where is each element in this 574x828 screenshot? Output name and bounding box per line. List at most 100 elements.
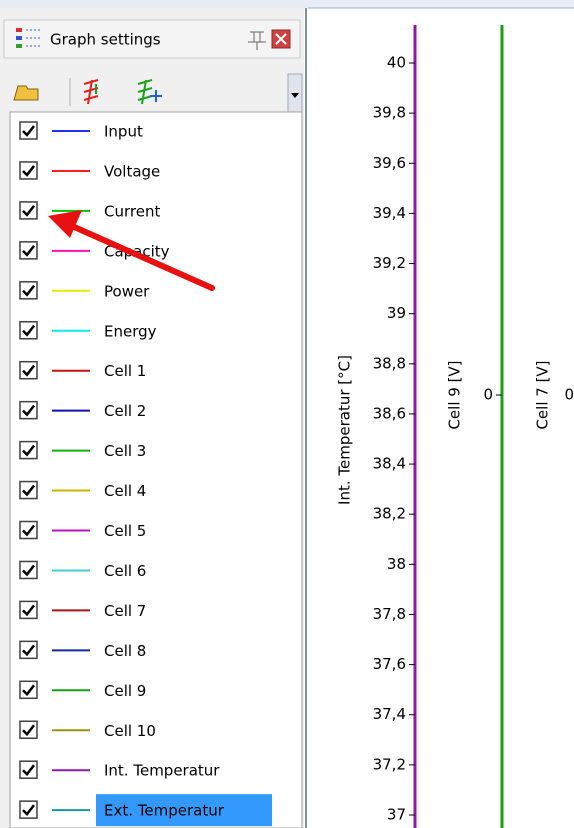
checkmark [22,444,35,457]
series-name: Cell 4 [104,482,146,500]
edit-series-button[interactable] [137,79,162,105]
toolbar-dropdown[interactable] [287,73,303,113]
series-row[interactable]: Cell 1 [19,360,146,381]
series-name: Cell 3 [104,442,146,460]
tick-label: 39,8 [373,104,406,122]
series-name: Current [104,202,160,220]
tick-label: 38 [387,555,406,573]
series-name: Cell 8 [104,642,146,660]
checkbox[interactable] [19,440,38,460]
tick-label: 37,4 [373,705,406,723]
pin-button[interactable] [248,31,266,50]
axis-title: Cell 9 [V] [446,360,464,429]
series-row[interactable]: Ext. Temperatur [19,794,272,827]
add-series-button[interactable] [83,79,99,105]
checkbox[interactable] [19,360,38,380]
tick-label: 37,2 [373,755,406,773]
axis-title: Int. Temperatur [°C] [336,355,354,505]
checkbox[interactable] [19,480,38,500]
checkmark [22,684,35,697]
checkmark [22,125,35,137]
series-row[interactable]: Energy [19,321,157,341]
checkbox[interactable] [19,400,38,420]
tick-label: 39,4 [373,204,406,222]
checkmark [22,484,35,497]
series-row[interactable]: Power [19,281,150,301]
tick-label: 39,2 [373,254,406,272]
series-row[interactable]: Cell 9 [19,680,146,700]
checkbox[interactable] [19,560,38,580]
checkmark [22,245,35,257]
checkbox[interactable] [19,720,38,739]
series-row[interactable]: Cell 8 [19,640,146,660]
series-row[interactable]: Int. Temperatur [19,760,220,780]
series-list [9,111,303,828]
checkmark [22,724,35,737]
checkbox[interactable] [19,281,38,300]
checkmark [22,324,35,337]
checkbox[interactable] [19,600,38,620]
series-name: Input [104,123,143,141]
panel-icon [16,28,40,48]
series-row[interactable]: Voltage [19,161,160,181]
tick-label: 38,6 [373,404,406,422]
tick-label: 37,6 [373,655,406,673]
close-button[interactable] [271,29,291,49]
tick-label: 0 [564,386,574,404]
series-row[interactable]: Cell 7 [19,600,146,620]
panel-title: Graph settings [50,31,161,49]
series-row[interactable]: Cell 4 [19,480,146,501]
checkbox[interactable] [19,760,38,779]
series-row[interactable]: Cell 6 [19,560,146,580]
selection-highlight [96,794,272,827]
series-row[interactable]: Current [19,201,160,221]
top-strip [0,0,574,8]
checkbox[interactable] [19,680,38,700]
series-row[interactable]: Input [19,121,143,141]
checkbox[interactable] [19,241,38,260]
tick-label: 0 [483,386,493,404]
series-name: Int. Temperatur [104,762,220,780]
tick-label: 38,2 [373,505,406,523]
series-row[interactable]: Cell 2 [19,400,146,421]
tick-label: 40 [387,54,406,72]
checkmark [22,604,35,617]
title-bar [3,19,301,59]
series-name: Energy [104,322,157,340]
series-name: Ext. Temperatur [104,802,225,820]
checkbox[interactable] [19,161,38,180]
series-name: Power [104,282,150,300]
checkbox[interactable] [19,321,38,340]
tick-label: 37,8 [373,605,406,623]
series-name: Cell 5 [104,522,146,540]
series-name: Cell 6 [104,562,146,580]
annotation-arrow [48,210,215,291]
checkmark [22,205,35,217]
series-name: Cell 1 [104,362,146,380]
series-row[interactable]: Cell 5 [19,520,146,541]
checkmark [22,165,35,177]
checkbox[interactable] [19,121,38,140]
tick-label: 38,8 [373,354,406,372]
series-name: Cell 7 [104,602,146,620]
checkmark [22,404,35,417]
axis-title: Cell 7 [V] [534,360,552,429]
series-name: Cell 10 [104,722,156,740]
checkbox[interactable] [19,201,38,220]
series-row[interactable]: Cell 3 [19,440,146,461]
series-name: Cell 9 [104,682,146,700]
checkmark [22,564,35,577]
checkmark [22,644,35,657]
series-name: Voltage [104,162,160,180]
checkbox[interactable] [19,520,38,540]
checkbox[interactable] [19,800,38,819]
checkmark [22,285,35,297]
series-row[interactable]: Cell 10 [19,720,156,740]
tick-label: 38,4 [373,455,406,473]
tick-label: 39,6 [373,154,406,172]
open-button[interactable] [13,85,39,101]
tick-label: 39 [387,304,406,322]
tick-label: 37 [387,806,406,824]
checkbox[interactable] [19,640,38,660]
